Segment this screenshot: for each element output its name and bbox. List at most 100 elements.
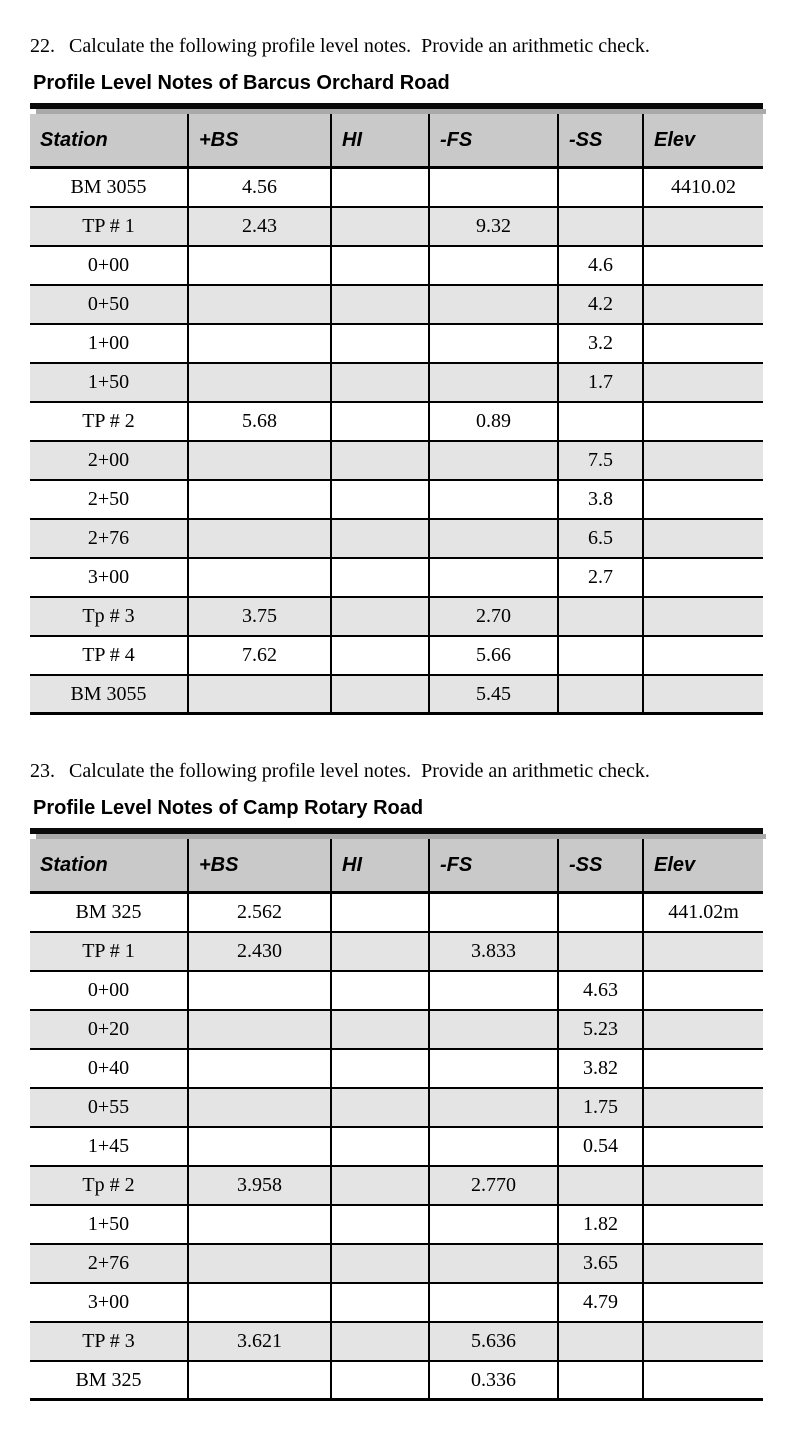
table-row: 0+00 4.6 xyxy=(30,247,763,286)
bs-value-cell xyxy=(187,559,330,596)
ss-value-cell: 6.5 xyxy=(557,520,642,557)
ss-value-cell: 2.7 xyxy=(557,559,642,596)
fs-value-cell: 3.833 xyxy=(428,933,557,970)
bs-value-cell xyxy=(187,1206,330,1243)
column-header-fs: -FS xyxy=(428,839,557,891)
station-cell: 1+50 xyxy=(87,1213,130,1235)
ss-value-cell xyxy=(557,598,642,635)
table-row: BM 3055 4.56 4410.02 xyxy=(30,169,763,208)
bs-value-cell xyxy=(187,1284,330,1321)
elev-value-cell xyxy=(642,1245,763,1282)
hi-value-cell xyxy=(330,403,428,440)
hi-value-cell xyxy=(330,1011,428,1048)
hi-value-cell xyxy=(330,1128,428,1165)
elev-value-cell xyxy=(642,1284,763,1321)
fs-value-cell: 9.32 xyxy=(428,208,557,245)
column-header-elev: Elev xyxy=(642,839,763,891)
table-top-rule-shadow xyxy=(36,834,766,839)
fs-value-cell xyxy=(428,286,557,323)
fs-value-cell xyxy=(428,325,557,362)
column-header-hi: HI xyxy=(330,839,428,891)
table-row: 0+00 4.63 xyxy=(30,972,763,1011)
table-row: 1+45 0.54 xyxy=(30,1128,763,1167)
elev-value-cell: 4410.02 xyxy=(642,169,763,206)
table-title: Profile Level Notes of Camp Rotary Road xyxy=(33,797,424,819)
ss-value-cell: 3.2 xyxy=(557,325,642,362)
bs-value-cell xyxy=(187,481,330,518)
table-row: 2+00 7.5 xyxy=(30,442,763,481)
hi-value-cell xyxy=(330,1362,428,1398)
hi-value-cell xyxy=(330,247,428,284)
table-header-row: Station +BS HI -FS -SS Elev xyxy=(30,114,763,169)
fs-value-cell xyxy=(428,1128,557,1165)
table-row: BM 325 2.562 441.02m xyxy=(30,894,763,933)
table-row: 1+50 1.82 xyxy=(30,1206,763,1245)
ss-value-cell: 3.65 xyxy=(557,1245,642,1282)
ss-value-cell xyxy=(557,169,642,206)
problem-number: 23. xyxy=(30,760,55,782)
bs-value-cell: 3.621 xyxy=(187,1323,330,1360)
elev-value-cell xyxy=(642,1089,763,1126)
elev-value-cell xyxy=(642,286,763,323)
problem-statement: 23. Calculate the following profile level… xyxy=(30,759,785,783)
elev-value-cell xyxy=(642,481,763,518)
bs-value-cell xyxy=(187,286,330,323)
table-row: 3+00 4.79 xyxy=(30,1284,763,1323)
column-header-bs: +BS xyxy=(187,114,330,166)
fs-value-cell xyxy=(428,1050,557,1087)
hi-value-cell xyxy=(330,520,428,557)
column-header-ss: -SS xyxy=(557,839,642,891)
fs-value-cell xyxy=(428,247,557,284)
elev-value-cell xyxy=(642,442,763,479)
fs-value-cell: 0.336 xyxy=(428,1362,557,1398)
table-row: 2+76 6.5 xyxy=(30,520,763,559)
document-page: 22. Calculate the following profile level… xyxy=(30,35,785,1401)
station-cell: BM 325 xyxy=(75,901,142,923)
hi-value-cell xyxy=(330,1089,428,1126)
hi-value-cell xyxy=(330,286,428,323)
station-cell: Tp # 3 xyxy=(82,605,135,627)
bs-value-cell xyxy=(187,972,330,1009)
bs-value-cell xyxy=(187,247,330,284)
bs-value-cell: 3.958 xyxy=(187,1167,330,1204)
station-cell: 0+55 xyxy=(87,1096,130,1118)
table-title: Profile Level Notes of Barcus Orchard Ro… xyxy=(33,72,450,94)
hi-value-cell xyxy=(330,933,428,970)
hi-value-cell xyxy=(330,1284,428,1321)
ss-value-cell xyxy=(557,933,642,970)
problem-instruction: Calculate the following profile level no… xyxy=(69,35,650,57)
table-body: BM 3055 4.56 4410.02 TP # 1 2.43 9.32 0+00 4.6 0… xyxy=(30,169,763,715)
fs-value-cell xyxy=(428,481,557,518)
station-cell: 1+45 xyxy=(87,1135,130,1157)
table-row: TP # 4 7.62 5.66 xyxy=(30,637,763,676)
problem-23-section: 23. Calculate the following profile level… xyxy=(30,759,785,1401)
table-row: 2+76 3.65 xyxy=(30,1245,763,1284)
table-row: BM 3055 5.45 xyxy=(30,676,763,715)
fs-value-cell xyxy=(428,1206,557,1243)
station-cell: TP # 3 xyxy=(82,1330,135,1352)
table-row: 0+40 3.82 xyxy=(30,1050,763,1089)
elev-value-cell xyxy=(642,325,763,362)
station-cell: TP # 1 xyxy=(82,215,135,237)
station-cell: TP # 1 xyxy=(82,940,135,962)
bs-value-cell xyxy=(187,1050,330,1087)
fs-value-cell: 5.636 xyxy=(428,1323,557,1360)
table-row: TP # 2 5.68 0.89 xyxy=(30,403,763,442)
hi-value-cell xyxy=(330,894,428,931)
fs-value-cell: 2.70 xyxy=(428,598,557,635)
ss-value-cell xyxy=(557,637,642,674)
ss-value-cell xyxy=(557,894,642,931)
table-row: 0+50 4.2 xyxy=(30,286,763,325)
elev-value-cell xyxy=(642,1362,763,1398)
table-top-rule-shadow xyxy=(36,109,766,114)
hi-value-cell xyxy=(330,169,428,206)
table-top-rule xyxy=(30,103,763,109)
elev-value-cell xyxy=(642,676,763,712)
fs-value-cell xyxy=(428,1245,557,1282)
fs-value-cell xyxy=(428,894,557,931)
fs-value-cell xyxy=(428,1011,557,1048)
bs-value-cell: 7.62 xyxy=(187,637,330,674)
table-body: BM 325 2.562 441.02m TP # 1 2.430 3.833 0+00 4.… xyxy=(30,894,763,1401)
elev-value-cell xyxy=(642,403,763,440)
elev-value-cell xyxy=(642,1206,763,1243)
